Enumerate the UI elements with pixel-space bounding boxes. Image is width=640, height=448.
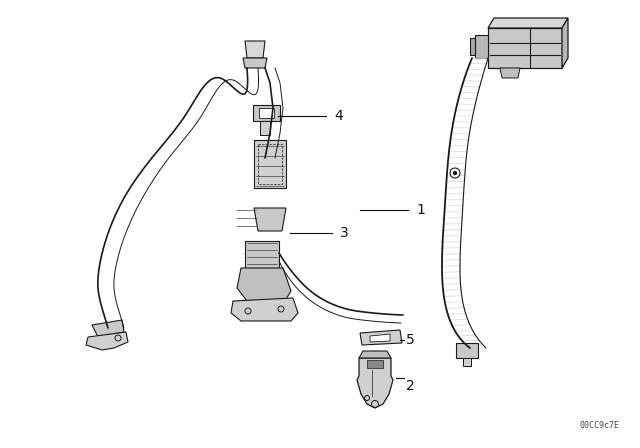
Polygon shape [92,320,124,337]
Polygon shape [463,358,471,366]
Circle shape [450,168,460,178]
Text: 3: 3 [340,226,349,240]
Polygon shape [562,18,568,68]
Polygon shape [259,108,274,118]
Polygon shape [254,208,286,231]
Polygon shape [470,38,475,55]
Polygon shape [245,241,279,268]
Polygon shape [253,105,280,121]
Text: 2: 2 [406,379,415,393]
Text: 4: 4 [334,109,343,123]
Polygon shape [370,334,390,342]
Polygon shape [245,41,265,58]
Polygon shape [488,28,562,68]
Text: 5: 5 [406,333,415,347]
Polygon shape [360,330,402,345]
Polygon shape [260,121,270,135]
Polygon shape [500,68,520,78]
Text: 00CC9c7E: 00CC9c7E [580,421,620,430]
Polygon shape [367,360,383,368]
Polygon shape [488,18,568,28]
Polygon shape [231,298,298,321]
Circle shape [454,172,456,175]
Text: 1: 1 [416,203,425,217]
Polygon shape [254,140,286,188]
Polygon shape [243,58,267,68]
Polygon shape [456,343,478,358]
Polygon shape [475,35,488,58]
Polygon shape [359,351,391,358]
Polygon shape [357,358,393,408]
Polygon shape [86,332,128,350]
Polygon shape [237,268,291,301]
